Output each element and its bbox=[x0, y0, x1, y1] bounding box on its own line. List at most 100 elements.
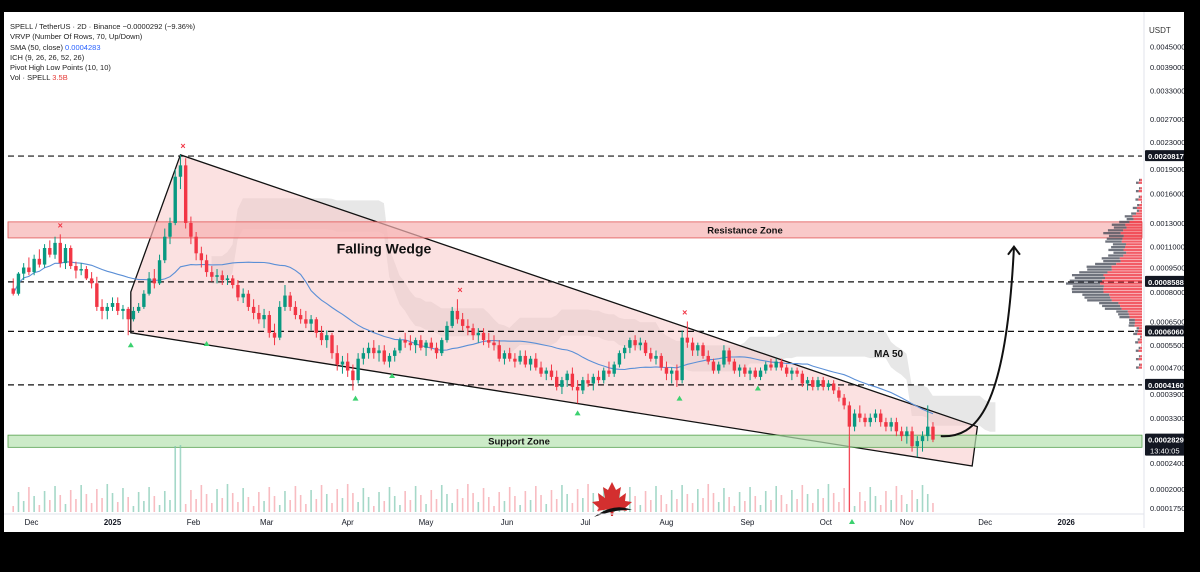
ma-50-line[interactable] bbox=[12, 261, 934, 415]
projection-arrow[interactable] bbox=[940, 245, 1021, 438]
candle-body[interactable] bbox=[157, 260, 162, 284]
candle-body[interactable] bbox=[241, 293, 245, 298]
candle-body[interactable] bbox=[398, 340, 402, 351]
candle-body[interactable] bbox=[487, 340, 491, 343]
candle-body[interactable] bbox=[53, 242, 57, 255]
candle-body[interactable] bbox=[246, 293, 251, 307]
candle-body[interactable] bbox=[779, 361, 784, 368]
candle-body[interactable] bbox=[513, 358, 517, 362]
candle-body[interactable] bbox=[816, 380, 820, 387]
candle-body[interactable] bbox=[455, 310, 460, 320]
candle-body[interactable] bbox=[382, 350, 386, 362]
candle-body[interactable] bbox=[89, 278, 94, 284]
candle-body[interactable] bbox=[764, 364, 768, 371]
candle-body[interactable] bbox=[669, 370, 674, 374]
moving-average[interactable]: MA 50 bbox=[12, 261, 934, 415]
candle-body[interactable] bbox=[737, 367, 742, 371]
candle-body[interactable] bbox=[199, 253, 204, 261]
candle-body[interactable] bbox=[581, 380, 585, 391]
candle-body[interactable] bbox=[377, 350, 381, 354]
candle-body[interactable] bbox=[905, 431, 909, 437]
candle-body[interactable] bbox=[758, 370, 763, 377]
candle-body[interactable] bbox=[575, 386, 580, 391]
candle-body[interactable] bbox=[497, 345, 501, 359]
candle-body[interactable] bbox=[42, 247, 47, 265]
symbol-line[interactable]: SPELL / TetherUS · 2D · Binance −0.00002… bbox=[10, 22, 195, 32]
candle-body[interactable] bbox=[74, 266, 78, 271]
candle-body[interactable] bbox=[58, 242, 62, 264]
candle-body[interactable] bbox=[429, 342, 433, 348]
candle-body[interactable] bbox=[774, 361, 778, 368]
candle-body[interactable] bbox=[701, 345, 705, 356]
indicator-ichimoku[interactable]: ICH (9, 26, 26, 52, 26) bbox=[10, 53, 195, 63]
candle-body[interactable] bbox=[732, 361, 737, 371]
candle-body[interactable] bbox=[507, 353, 512, 359]
candle-body[interactable] bbox=[325, 335, 329, 341]
candle-body[interactable] bbox=[612, 364, 616, 374]
candle-body[interactable] bbox=[126, 308, 130, 320]
candle-body[interactable] bbox=[32, 258, 36, 273]
candle-body[interactable] bbox=[915, 441, 919, 447]
candle-body[interactable] bbox=[727, 350, 731, 362]
candle-body[interactable] bbox=[309, 319, 313, 324]
candle-body[interactable] bbox=[173, 176, 177, 223]
candle-body[interactable] bbox=[894, 422, 899, 432]
candle-body[interactable] bbox=[659, 355, 663, 368]
candle-body[interactable] bbox=[147, 278, 151, 294]
candle-body[interactable] bbox=[602, 370, 606, 381]
candle-body[interactable] bbox=[16, 273, 21, 294]
candle-body[interactable] bbox=[225, 278, 230, 281]
candle-body[interactable] bbox=[476, 332, 481, 336]
candle-body[interactable] bbox=[706, 355, 710, 362]
candle-body[interactable] bbox=[356, 358, 360, 381]
indicator-volume[interactable]: Vol · SPELL 3.5B bbox=[10, 73, 195, 83]
chart-canvas[interactable]: Resistance Zone Support Zone MA 50 × × × × Fall… bbox=[4, 12, 1184, 532]
candle-body[interactable] bbox=[168, 222, 172, 237]
candle-body[interactable] bbox=[11, 288, 15, 294]
candle-body[interactable] bbox=[319, 332, 324, 341]
candle-body[interactable] bbox=[351, 370, 355, 381]
price-label-box[interactable] bbox=[1145, 325, 1184, 337]
candle-body[interactable] bbox=[79, 269, 83, 271]
candle-body[interactable] bbox=[523, 355, 528, 365]
candle-body[interactable] bbox=[889, 422, 893, 427]
candle-body[interactable] bbox=[136, 306, 141, 311]
candle-body[interactable] bbox=[685, 337, 690, 343]
candle-body[interactable] bbox=[450, 310, 454, 326]
candle-body[interactable] bbox=[790, 370, 794, 374]
candle-body[interactable] bbox=[910, 431, 914, 447]
candle-body[interactable] bbox=[210, 272, 214, 277]
candle-body[interactable] bbox=[586, 380, 590, 384]
candle-body[interactable] bbox=[926, 426, 930, 437]
candle-body[interactable] bbox=[419, 340, 423, 348]
candle-body[interactable] bbox=[858, 413, 862, 418]
candle-body[interactable] bbox=[879, 413, 883, 423]
resistance-zone[interactable] bbox=[7, 221, 1143, 239]
candle-body[interactable] bbox=[805, 380, 810, 384]
candle-body[interactable] bbox=[795, 370, 799, 374]
candle-body[interactable] bbox=[607, 370, 611, 374]
candle-body[interactable] bbox=[492, 342, 496, 346]
candle-body[interactable] bbox=[466, 325, 470, 329]
candle-body[interactable] bbox=[251, 306, 256, 313]
candle-body[interactable] bbox=[899, 431, 904, 437]
candle-body[interactable] bbox=[48, 247, 52, 255]
candle-body[interactable] bbox=[440, 340, 444, 354]
candle-body[interactable] bbox=[570, 373, 575, 387]
candle-body[interactable] bbox=[649, 353, 653, 359]
candle-body[interactable] bbox=[204, 260, 209, 273]
candle-body[interactable] bbox=[743, 367, 747, 374]
candle-body[interactable] bbox=[288, 295, 292, 307]
candle-body[interactable] bbox=[189, 222, 193, 237]
candle-body[interactable] bbox=[518, 355, 522, 362]
candle-body[interactable] bbox=[811, 380, 815, 387]
candle-body[interactable] bbox=[596, 376, 601, 381]
candle-body[interactable] bbox=[116, 303, 120, 311]
candle-body[interactable] bbox=[163, 236, 167, 261]
candle-body[interactable] bbox=[638, 342, 643, 346]
candle-body[interactable] bbox=[267, 315, 271, 333]
candle-body[interactable] bbox=[95, 283, 99, 307]
candle-body[interactable] bbox=[345, 361, 350, 371]
candle-body[interactable] bbox=[27, 267, 31, 273]
candle-body[interactable] bbox=[748, 370, 752, 374]
